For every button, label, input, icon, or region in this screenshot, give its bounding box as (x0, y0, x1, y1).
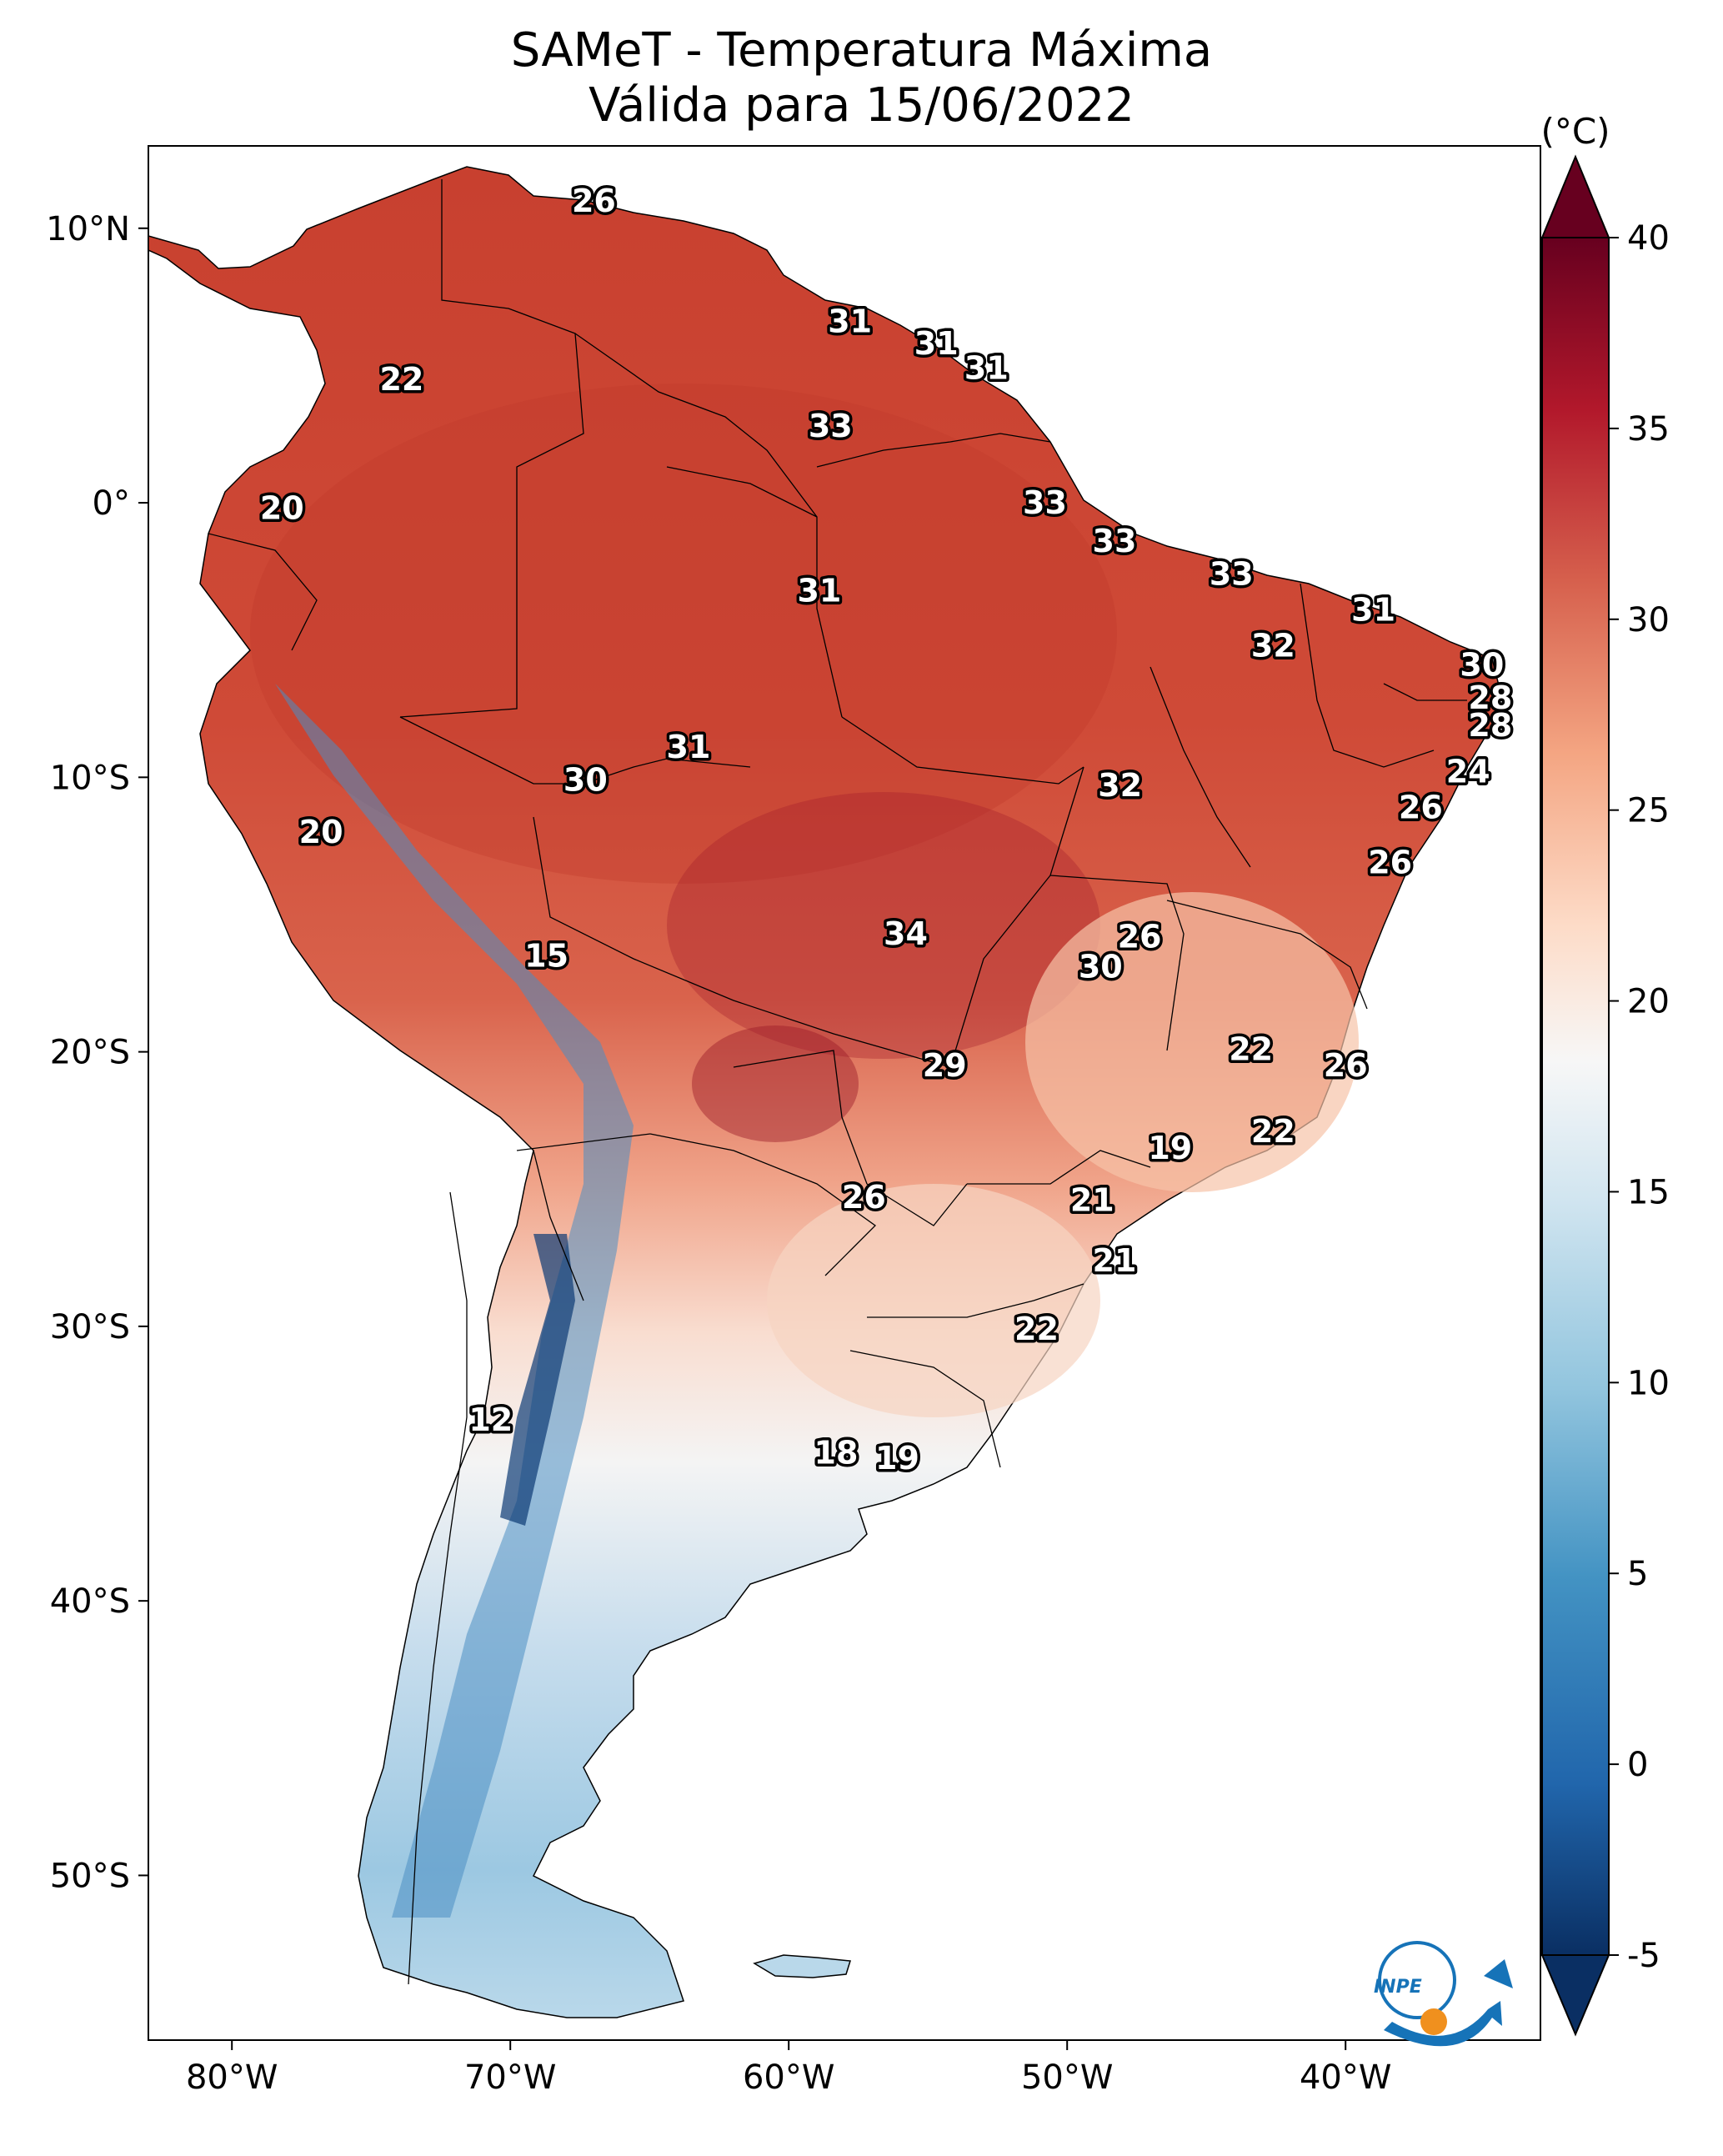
colorbar-tick-label: 5 (1627, 1555, 1648, 1593)
lat-tick-label: 10°N (46, 210, 130, 248)
temperature-label: 26 (1399, 790, 1443, 826)
temperature-label: 30 (1079, 949, 1123, 985)
colorbar-tick-label: 15 (1627, 1173, 1670, 1211)
borders (208, 179, 1467, 1985)
lon-tick-label: 80°W (186, 2058, 278, 2097)
temperature-label: 21 (1070, 1181, 1114, 1218)
colorbar-tick-label: 10 (1627, 1364, 1670, 1402)
south-america-landmass (148, 166, 1501, 2018)
lat-tick-labels: 10°N 0° 10°S 20°S 30°S 40°S 50°S (46, 210, 130, 1896)
lat-tick-label: 40°S (50, 1582, 130, 1621)
temperature-label: 31 (914, 325, 959, 362)
lat-tick-label: 30°S (50, 1308, 130, 1346)
temperature-label: 28 (1468, 679, 1512, 716)
temperature-label: 29 (923, 1047, 967, 1084)
logo-text: INPE (1374, 1977, 1422, 1998)
temperature-label: 26 (1368, 844, 1412, 880)
colorbar-tick-label: 40 (1627, 219, 1670, 258)
map-axis-ticks (138, 227, 1347, 2050)
temperature-label: 26 (842, 1179, 886, 1216)
temperature-label: 12 (468, 1401, 513, 1438)
colorbar-unit: (°C) (1540, 111, 1610, 152)
warm-region-amazon (250, 384, 1117, 884)
mild-region-south (767, 1184, 1100, 1417)
temperature-label: 19 (1148, 1130, 1192, 1166)
lon-tick-labels: 80°W 70°W 60°W 50°W 40°W (186, 2058, 1391, 2097)
lat-tick-label: 50°S (50, 1857, 130, 1895)
temperature-label: 33 (1093, 523, 1137, 559)
colorbar-body (1541, 237, 1610, 1956)
temperature-label: 32 (1098, 767, 1142, 804)
temperature-label: 20 (260, 490, 304, 527)
temperature-label: 26 (572, 183, 616, 219)
colorbar-tick-label: 20 (1627, 983, 1670, 1021)
lon-tick-label: 70°W (464, 2058, 556, 2097)
temperature-label: 18 (814, 1434, 859, 1471)
colorbar-top-extend (1540, 154, 1610, 238)
map-title: SAMeT - Temperatura Máxima Válida para 1… (0, 23, 1723, 133)
lat-tick-label: 10°S (50, 759, 130, 797)
colorbar-ticks: -5 0 5 10 15 20 25 30 35 40 (1609, 219, 1670, 1975)
lon-tick-label: 60°W (743, 2058, 834, 2097)
temperature-label: 15 (524, 937, 568, 974)
temperature-label: 24 (1446, 754, 1490, 790)
temperature-label: 32 (1251, 627, 1295, 664)
colorbar-bottom-extend (1540, 1954, 1610, 2037)
cool-region-andes (275, 684, 634, 1918)
temperature-label: 30 (563, 762, 608, 799)
lat-tick-label: 20°S (50, 1034, 130, 1072)
title-line-1: SAMeT - Temperatura Máxima (510, 23, 1213, 78)
temperature-label: 22 (1014, 1311, 1059, 1347)
temperature-label: 33 (1023, 484, 1067, 521)
temperature-label: 26 (1324, 1047, 1368, 1084)
temperature-label: 26 (1118, 918, 1162, 955)
colorbar-tick-label: 35 (1627, 410, 1670, 449)
temperature-label: 34 (884, 915, 928, 952)
falkland-islands (753, 1954, 851, 1978)
temperature-label: 28 (1468, 707, 1512, 744)
land-layer (148, 166, 1501, 2018)
cold-region-central-andes (500, 1234, 575, 1526)
temperature-label: 31 (828, 303, 872, 340)
temperature-label: 19 (875, 1440, 919, 1477)
colorbar: (°C) -5 0 5 10 15 20 25 30 35 40 (1540, 111, 1670, 2037)
title-line-2: Válida para 15/06/2022 (589, 78, 1134, 133)
temperature-label: 22 (379, 361, 423, 398)
colorbar-tick-label: -5 (1627, 1937, 1660, 1975)
warm-region-center (667, 792, 1100, 1059)
colorbar-tick-label: 30 (1627, 601, 1670, 639)
lon-tick-label: 40°W (1300, 2058, 1391, 2097)
temperature-label: 31 (1351, 591, 1395, 628)
lat-tick-label: 0° (93, 484, 130, 523)
temperature-label: 22 (1251, 1113, 1295, 1150)
temperature-label: 33 (1210, 556, 1254, 593)
temperature-label: 31 (797, 572, 841, 609)
temperature-label: 31 (964, 350, 1009, 387)
mild-region-southeast (1025, 892, 1359, 1192)
temperature-label: 21 (1093, 1242, 1137, 1279)
temperature-label: 31 (667, 729, 711, 765)
temperature-label: 22 (1229, 1030, 1273, 1067)
warm-region-chaco (692, 1025, 859, 1142)
temperature-label: 20 (299, 814, 343, 850)
colorbar-tick-label: 25 (1627, 792, 1670, 830)
temperature-label: 30 (1460, 646, 1504, 683)
colorbar-tick-label: 0 (1627, 1746, 1648, 1784)
inpe-logo: INPE (1374, 1941, 1513, 2047)
lon-tick-label: 50°W (1021, 2058, 1113, 2097)
temperature-label: 33 (809, 408, 853, 444)
